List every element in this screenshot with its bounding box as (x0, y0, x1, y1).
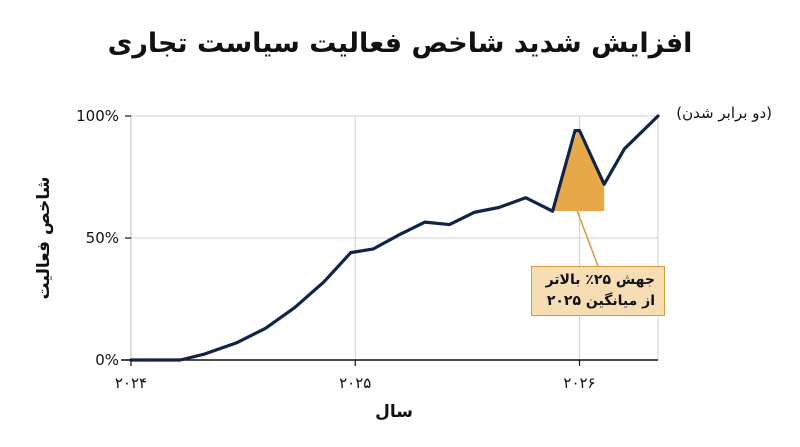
x-tick-label: ۲۰۲۶ (563, 374, 595, 392)
x-tick-label: ۲۰۲۴ (115, 374, 147, 392)
callout-line-2: از میانگین ۲۰۲۵ (546, 293, 655, 309)
callout-box: جهش ۲۵٪ بالاتر از میانگین ۲۰۲۵ (531, 266, 665, 316)
y-tick-label: 0% (95, 351, 119, 369)
callout-arrow (576, 210, 599, 267)
chart-title: افزایش شدید شاخص فعالیت سیاست تجاری (107, 28, 693, 59)
x-axis-label: سال (375, 402, 413, 422)
tick-labels: 0% 50% 100% ۲۰۲۴ ۲۰۲۵ ۲۰۲۶ (76, 107, 596, 392)
y-tick-label: 50% (86, 229, 119, 247)
shaded-region (552, 130, 605, 212)
y-tick-label: 100% (76, 107, 119, 125)
end-annotation-label: (دو برابر شدن) (676, 104, 772, 122)
x-tick-label: ۲۰۲۵ (339, 374, 371, 392)
series-line (129, 114, 660, 362)
callout-line-1: جهش ۲۵٪ بالاتر (545, 272, 655, 288)
